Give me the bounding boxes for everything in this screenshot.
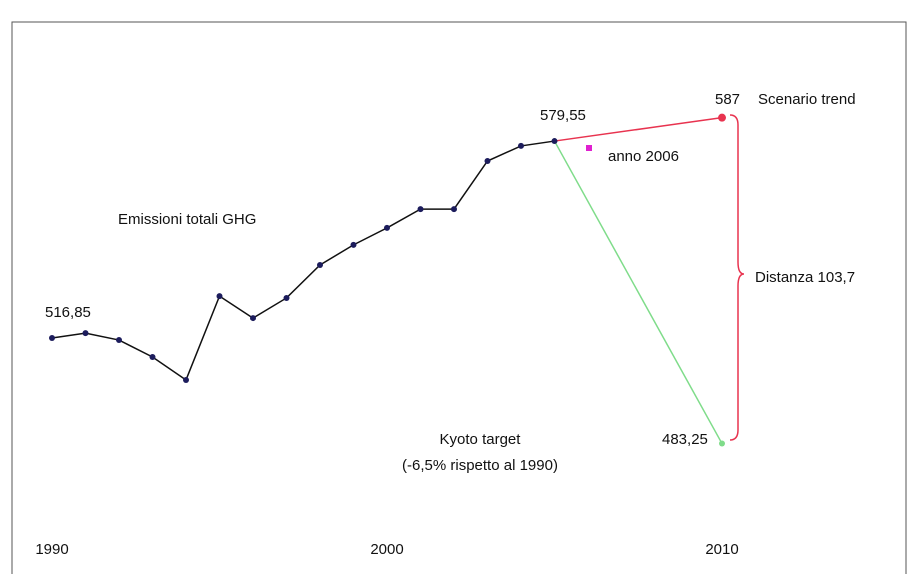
- point: [49, 335, 55, 342]
- series-line: [553, 140, 723, 444]
- point: [283, 294, 290, 301]
- point: [719, 440, 725, 447]
- point: [718, 113, 726, 122]
- distance-label: Distanza 103,7: [755, 269, 855, 286]
- point: [484, 158, 491, 165]
- x-tick-label: 1990: [35, 541, 68, 558]
- x-tick-label: 2000: [370, 541, 403, 558]
- value-label: 587: [715, 91, 740, 108]
- point: [518, 142, 524, 149]
- point: [551, 138, 558, 145]
- series-name: Scenario trend: [758, 91, 856, 108]
- point: [384, 224, 390, 231]
- point: [149, 354, 156, 361]
- year-marker: [586, 145, 592, 151]
- value-label: 516,85: [45, 304, 91, 321]
- distance-brace: [729, 114, 745, 441]
- point: [317, 261, 323, 268]
- value-label: 483,25: [662, 431, 708, 448]
- series-name: Kyoto target: [440, 431, 522, 448]
- value-label: 579,55: [540, 107, 586, 124]
- series-name: Emissioni totali GHG: [118, 211, 256, 228]
- point: [183, 376, 189, 383]
- point: [116, 337, 122, 344]
- series-line: [51, 140, 555, 382]
- point: [250, 315, 256, 322]
- point: [216, 293, 223, 300]
- point: [350, 241, 357, 248]
- x-tick-label: 2010: [705, 541, 738, 558]
- point: [417, 206, 424, 213]
- point: [451, 206, 457, 213]
- point: [82, 330, 89, 337]
- frame: [11, 21, 907, 574]
- kyoto-note: (-6,5% rispetto al 1990): [402, 457, 558, 474]
- series-line: [554, 116, 723, 142]
- year-note: anno 2006: [608, 148, 679, 165]
